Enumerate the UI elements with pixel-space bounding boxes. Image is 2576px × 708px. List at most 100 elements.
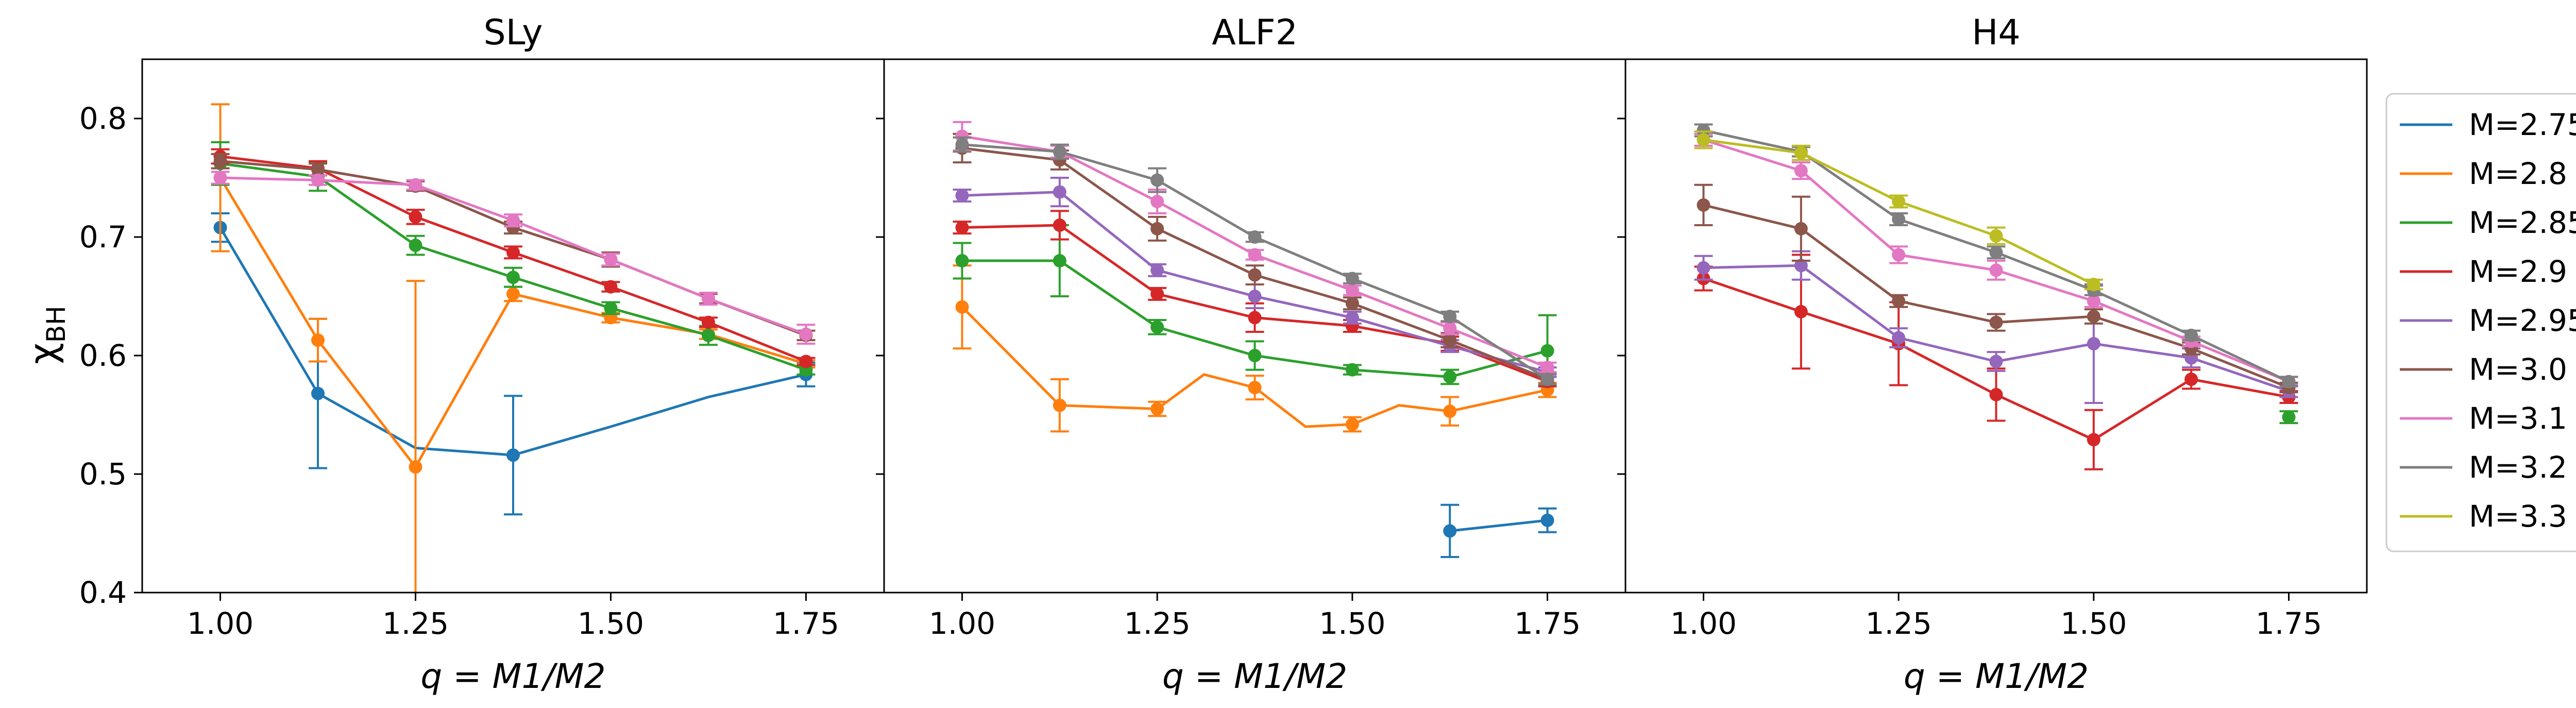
series-M=3.1 — [1694, 132, 2298, 389]
data-point — [2087, 278, 2100, 291]
data-point — [409, 178, 422, 192]
series-M=2.85 — [953, 224, 1557, 387]
panel-sly: SLy 1.00 1.25 1.50 1.75 q = M1/M2 0.4 0.5 0.6 0.7… — [79, 12, 885, 696]
data-point — [1989, 263, 2003, 277]
data-point — [1248, 248, 1262, 262]
data-point — [604, 280, 618, 294]
legend-box — [2385, 93, 2576, 552]
data-point — [1443, 524, 1457, 538]
data-point — [506, 245, 520, 259]
panel-alf2: ALF2 1.00 1.25 1.50 1.75 q = M1/M2 — [876, 12, 1626, 696]
series-M=3.1 — [953, 121, 1557, 374]
series-line — [961, 306, 1548, 428]
data-point — [213, 154, 227, 168]
data-point — [1248, 381, 1262, 395]
data-point — [604, 252, 618, 266]
data-point — [2087, 433, 2100, 447]
panel-title: ALF2 — [1212, 12, 1298, 53]
data-point — [2087, 310, 2100, 324]
data-point — [1540, 513, 1554, 527]
series-M=3.1 — [211, 171, 816, 345]
legend-label: M=3.0 — [2469, 352, 2567, 387]
panel-frame — [1624, 58, 2368, 594]
legend-label: M=2.9 — [2469, 254, 2567, 289]
data-point — [1443, 310, 1457, 324]
data-point — [1794, 164, 1808, 178]
data-point — [1053, 185, 1066, 199]
data-point — [1345, 296, 1359, 310]
x-tick-label: 1.75 — [2256, 606, 2322, 641]
panel-data — [953, 121, 1557, 558]
data-point — [1443, 322, 1457, 335]
data-point — [2282, 410, 2296, 424]
y-tick-label: 0.6 — [79, 338, 127, 373]
data-point — [1345, 417, 1359, 431]
data-point — [1443, 404, 1457, 418]
data-point — [1248, 230, 1262, 244]
data-point — [506, 213, 520, 227]
y-tick-label: 0.7 — [79, 220, 127, 255]
series-M=2.75 — [1440, 503, 1557, 558]
data-point — [955, 254, 969, 267]
data-point — [1053, 218, 1066, 232]
x-axis-label: q = M1/M2 — [1162, 656, 1347, 696]
y-axis-label-main: χ — [21, 343, 64, 364]
data-point — [955, 138, 969, 151]
legend-label: M=3.2 — [2469, 450, 2567, 485]
data-point — [1443, 333, 1457, 347]
data-point — [955, 300, 969, 314]
data-point — [1697, 133, 1710, 147]
data-point — [1540, 344, 1554, 358]
legend-label: M=3.1 — [2469, 401, 2567, 436]
x-tick-label: 1.50 — [2060, 606, 2127, 641]
data-point — [409, 210, 422, 224]
data-point — [409, 460, 422, 474]
data-point — [1443, 370, 1457, 384]
x-tick-label: 1.25 — [1866, 606, 1932, 641]
data-point — [1989, 387, 2003, 401]
data-point — [1248, 290, 1262, 303]
data-point — [311, 173, 325, 187]
data-point — [1794, 222, 1808, 235]
data-point — [1794, 146, 1808, 160]
data-point — [213, 171, 227, 184]
series-line — [1449, 519, 1548, 532]
data-point — [409, 239, 422, 252]
data-point — [1053, 145, 1066, 159]
x-tick-label: 1.25 — [382, 606, 449, 641]
data-point — [1150, 287, 1164, 301]
data-point — [1345, 283, 1359, 297]
data-point — [2087, 337, 2100, 350]
data-point — [955, 189, 969, 203]
data-point — [1150, 173, 1164, 187]
data-point — [1248, 268, 1262, 282]
data-point — [2282, 375, 2296, 389]
data-point — [1697, 124, 1710, 137]
series-M=2.85 — [2279, 410, 2298, 425]
x-tick-label: 1.25 — [1124, 606, 1191, 641]
y-axis-label-sub: BH — [41, 306, 71, 343]
data-point — [1345, 311, 1359, 325]
legend-label: M=2.8 — [2469, 156, 2567, 191]
data-point — [2184, 328, 2198, 342]
panel-data — [1694, 123, 2298, 470]
data-point — [955, 221, 969, 234]
data-point — [311, 162, 325, 176]
data-point — [799, 327, 813, 341]
data-point — [1697, 261, 1710, 275]
legend-label: M=2.85 — [2469, 205, 2576, 240]
y-tick-label: 0.4 — [79, 575, 127, 610]
x-tick-label: 1.00 — [187, 606, 253, 641]
data-point — [1989, 229, 2003, 243]
data-point — [1794, 305, 1808, 318]
data-point — [1053, 398, 1066, 412]
y-axis-label: χBH — [21, 306, 71, 364]
data-point — [1150, 320, 1164, 334]
series-M=2.9 — [211, 148, 816, 368]
data-point — [1540, 361, 1554, 374]
panel-title: SLy — [483, 12, 543, 53]
data-point — [2087, 294, 2100, 308]
data-point — [506, 448, 520, 462]
data-point — [1697, 198, 1710, 212]
